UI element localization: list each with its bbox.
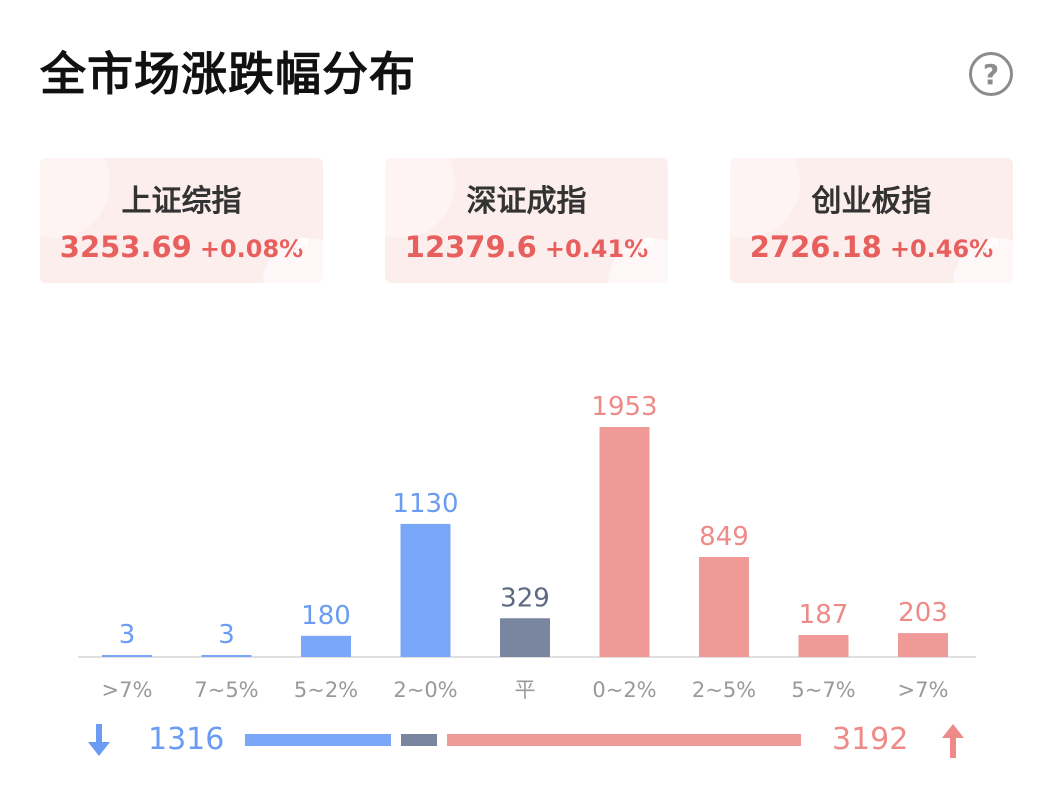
data-label: 3	[119, 620, 136, 650]
trend-up-icon: ↗	[979, 232, 1001, 262]
tick-label: 7~5%	[194, 678, 258, 702]
trend-up-icon: ↗	[289, 232, 311, 262]
index-price: 3253.69	[59, 230, 192, 264]
index-price: 12379.6	[404, 230, 537, 264]
bar	[201, 655, 252, 657]
up-count: 3192	[832, 722, 909, 757]
tick-label: >7%	[898, 678, 949, 702]
tick-label: 2~5%	[692, 678, 756, 702]
data-label: 1953	[591, 392, 657, 422]
bar	[102, 655, 152, 657]
index-value-row: 3253.69 +0.08%	[40, 230, 323, 264]
bar	[898, 633, 948, 657]
tick-label: >7%	[102, 678, 153, 702]
index-card-shenzhen[interactable]: 深证成指 12379.6 +0.41% ↗	[385, 158, 668, 283]
summary-bar: 1316 3192	[0, 712, 1055, 772]
down-count: 1316	[148, 722, 225, 757]
bar	[400, 523, 451, 657]
bar	[699, 557, 749, 657]
trend-up-icon: ↗	[634, 232, 656, 262]
arrow-up-icon	[942, 724, 964, 758]
index-change: +0.46%	[889, 235, 994, 263]
up-ratio-segment	[447, 734, 801, 746]
tick-label: 5~2%	[294, 678, 358, 702]
page-title: 全市场涨跌幅分布	[40, 47, 416, 101]
index-value-row: 2726.18 +0.46%	[730, 230, 1013, 264]
index-name: 深证成指	[466, 184, 587, 219]
help-circle-icon[interactable]: ?	[969, 52, 1013, 96]
arrow-down-icon	[88, 724, 110, 756]
distribution-bar-chart: 3 >7% 3 7~5% 180 5~2% 1130 2~0% 329 平 1953 0~2% 849 2…	[78, 392, 976, 702]
flat-ratio-segment	[400, 734, 438, 746]
index-price: 2726.18	[749, 230, 882, 264]
index-change: +0.41%	[544, 235, 649, 263]
index-change: +0.08%	[199, 235, 304, 263]
tick-label: 2~0%	[393, 678, 457, 702]
data-label: 180	[301, 601, 351, 631]
index-card-chinext[interactable]: 创业板指 2726.18 +0.46% ↗	[730, 158, 1013, 283]
data-label: 203	[898, 598, 948, 628]
tick-label: 5~7%	[791, 678, 855, 702]
index-name: 创业板指	[811, 184, 932, 219]
data-label: 849	[699, 522, 749, 552]
data-label: 3	[218, 620, 235, 650]
tick-label: 0~2%	[592, 678, 656, 702]
bar	[301, 635, 351, 657]
bar	[599, 427, 650, 657]
tick-label: 平	[515, 678, 536, 702]
index-name: 上证综指	[121, 184, 242, 219]
down-ratio-segment	[245, 734, 391, 746]
index-value-row: 12379.6 +0.41%	[385, 230, 668, 264]
bar	[798, 634, 849, 657]
data-label: 329	[500, 583, 550, 613]
index-card-shanghai[interactable]: 上证综指 3253.69 +0.08% ↗	[40, 158, 323, 283]
data-label: 187	[799, 600, 849, 630]
data-label: 1130	[392, 489, 458, 519]
bar	[500, 618, 550, 657]
